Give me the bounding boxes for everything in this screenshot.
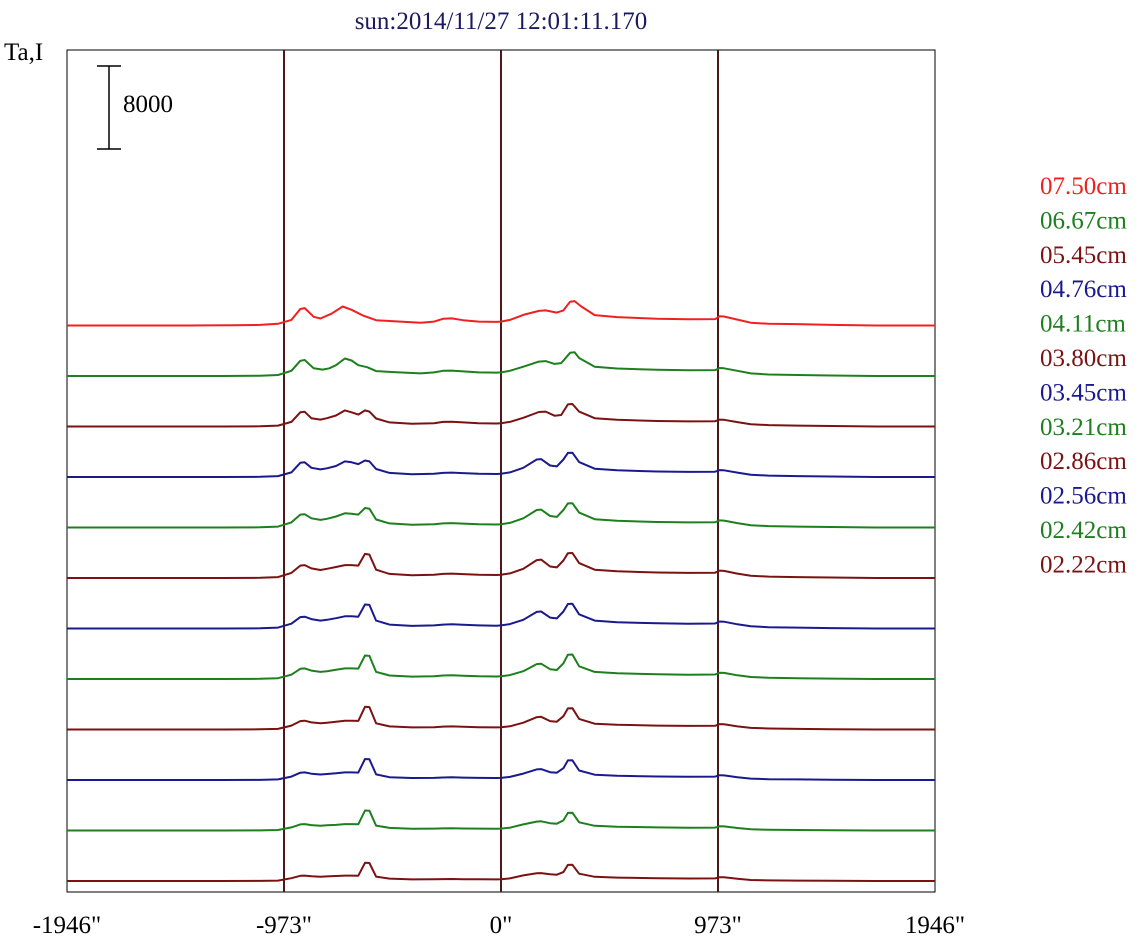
- series-line-02.22cm: [67, 861, 935, 882]
- series-group: [67, 300, 935, 882]
- series-line-02.56cm: [67, 758, 935, 781]
- series-line-04.11cm: [67, 502, 935, 529]
- legend-item-07.50cm: 07.50cm: [1040, 173, 1127, 200]
- legend-item-06.67cm: 06.67cm: [1040, 207, 1127, 234]
- legend-item-04.11cm: 04.11cm: [1040, 311, 1126, 338]
- x-tick-label-2: 0": [490, 912, 513, 939]
- legend-item-02.22cm: 02.22cm: [1040, 551, 1127, 578]
- x-tick-label-1: -973": [256, 912, 312, 939]
- x-tick-label-0: -1946": [33, 912, 102, 939]
- legend-item-03.45cm: 03.45cm: [1040, 379, 1127, 406]
- legend-item-03.21cm: 03.21cm: [1040, 414, 1127, 441]
- legend-item-04.76cm: 04.76cm: [1040, 276, 1127, 303]
- legend-item-02.56cm: 02.56cm: [1040, 483, 1127, 510]
- y-axis-label: Ta,I: [4, 39, 43, 66]
- series-line-03.45cm: [67, 602, 935, 630]
- series-line-07.50cm: [67, 300, 935, 327]
- series-line-03.21cm: [67, 653, 935, 680]
- series-line-06.67cm: [67, 351, 935, 377]
- series-line-03.80cm: [67, 552, 935, 579]
- legend-item-03.80cm: 03.80cm: [1040, 345, 1127, 372]
- series-line-04.76cm: [67, 451, 935, 478]
- legend: 07.50cm 06.67cm 05.45cm 04.76cm 04.11cm 03.80…: [1040, 173, 1127, 578]
- scale-bar: 8000: [97, 65, 173, 150]
- series-line-02.86cm: [67, 705, 935, 731]
- x-tick-label-3: 973": [694, 912, 742, 939]
- x-tick-label-4: 1946": [905, 912, 965, 939]
- chart-title: sun:2014/11/27 12:01:11.170: [355, 8, 648, 35]
- series-line-05.45cm: [67, 403, 935, 428]
- x-tick-labels: -1946" -973" 0" 973" 1946": [33, 912, 965, 939]
- series-line-02.42cm: [67, 809, 935, 832]
- scale-bar-label: 8000: [123, 91, 173, 118]
- legend-item-02.42cm: 02.42cm: [1040, 517, 1127, 544]
- legend-item-05.45cm: 05.45cm: [1040, 242, 1127, 269]
- legend-item-02.86cm: 02.86cm: [1040, 448, 1127, 475]
